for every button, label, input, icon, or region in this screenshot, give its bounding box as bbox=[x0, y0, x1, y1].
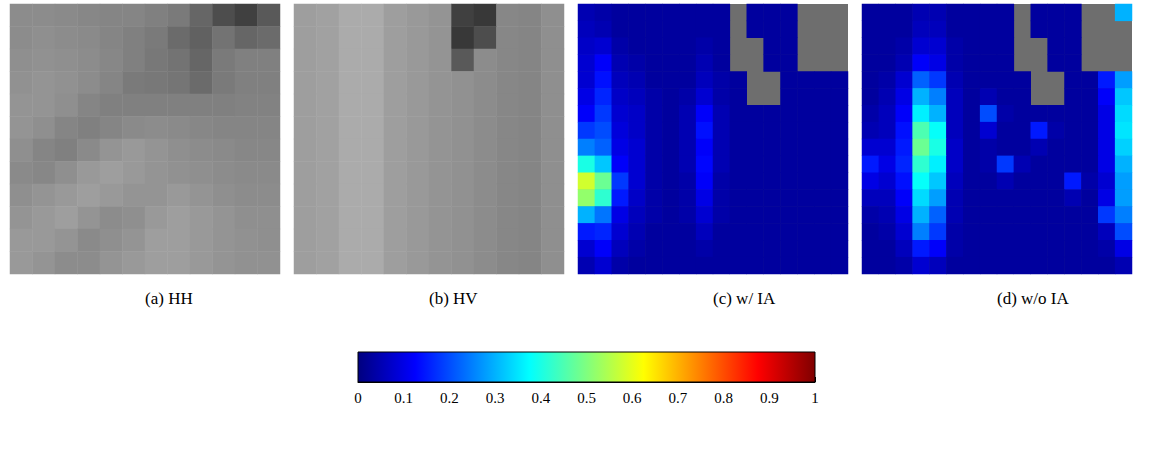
svg-text:(a) HH: (a) HH bbox=[145, 289, 193, 308]
svg-text:(c) w/ IA: (c) w/ IA bbox=[713, 289, 776, 308]
svg-text:0: 0 bbox=[354, 390, 362, 406]
svg-text:1: 1 bbox=[811, 390, 819, 406]
svg-text:0.3: 0.3 bbox=[486, 390, 505, 406]
svg-text:0.2: 0.2 bbox=[440, 390, 459, 406]
svg-text:0.4: 0.4 bbox=[531, 390, 550, 406]
svg-text:0.8: 0.8 bbox=[714, 390, 733, 406]
svg-text:(b) HV: (b) HV bbox=[429, 289, 478, 308]
svg-text:0.9: 0.9 bbox=[760, 390, 779, 406]
svg-text:0.1: 0.1 bbox=[394, 390, 413, 406]
svg-text:(d) w/o IA: (d) w/o IA bbox=[997, 289, 1069, 308]
svg-text:0.5: 0.5 bbox=[577, 390, 596, 406]
svg-text:0.7: 0.7 bbox=[669, 390, 688, 406]
svg-text:0.6: 0.6 bbox=[623, 390, 642, 406]
